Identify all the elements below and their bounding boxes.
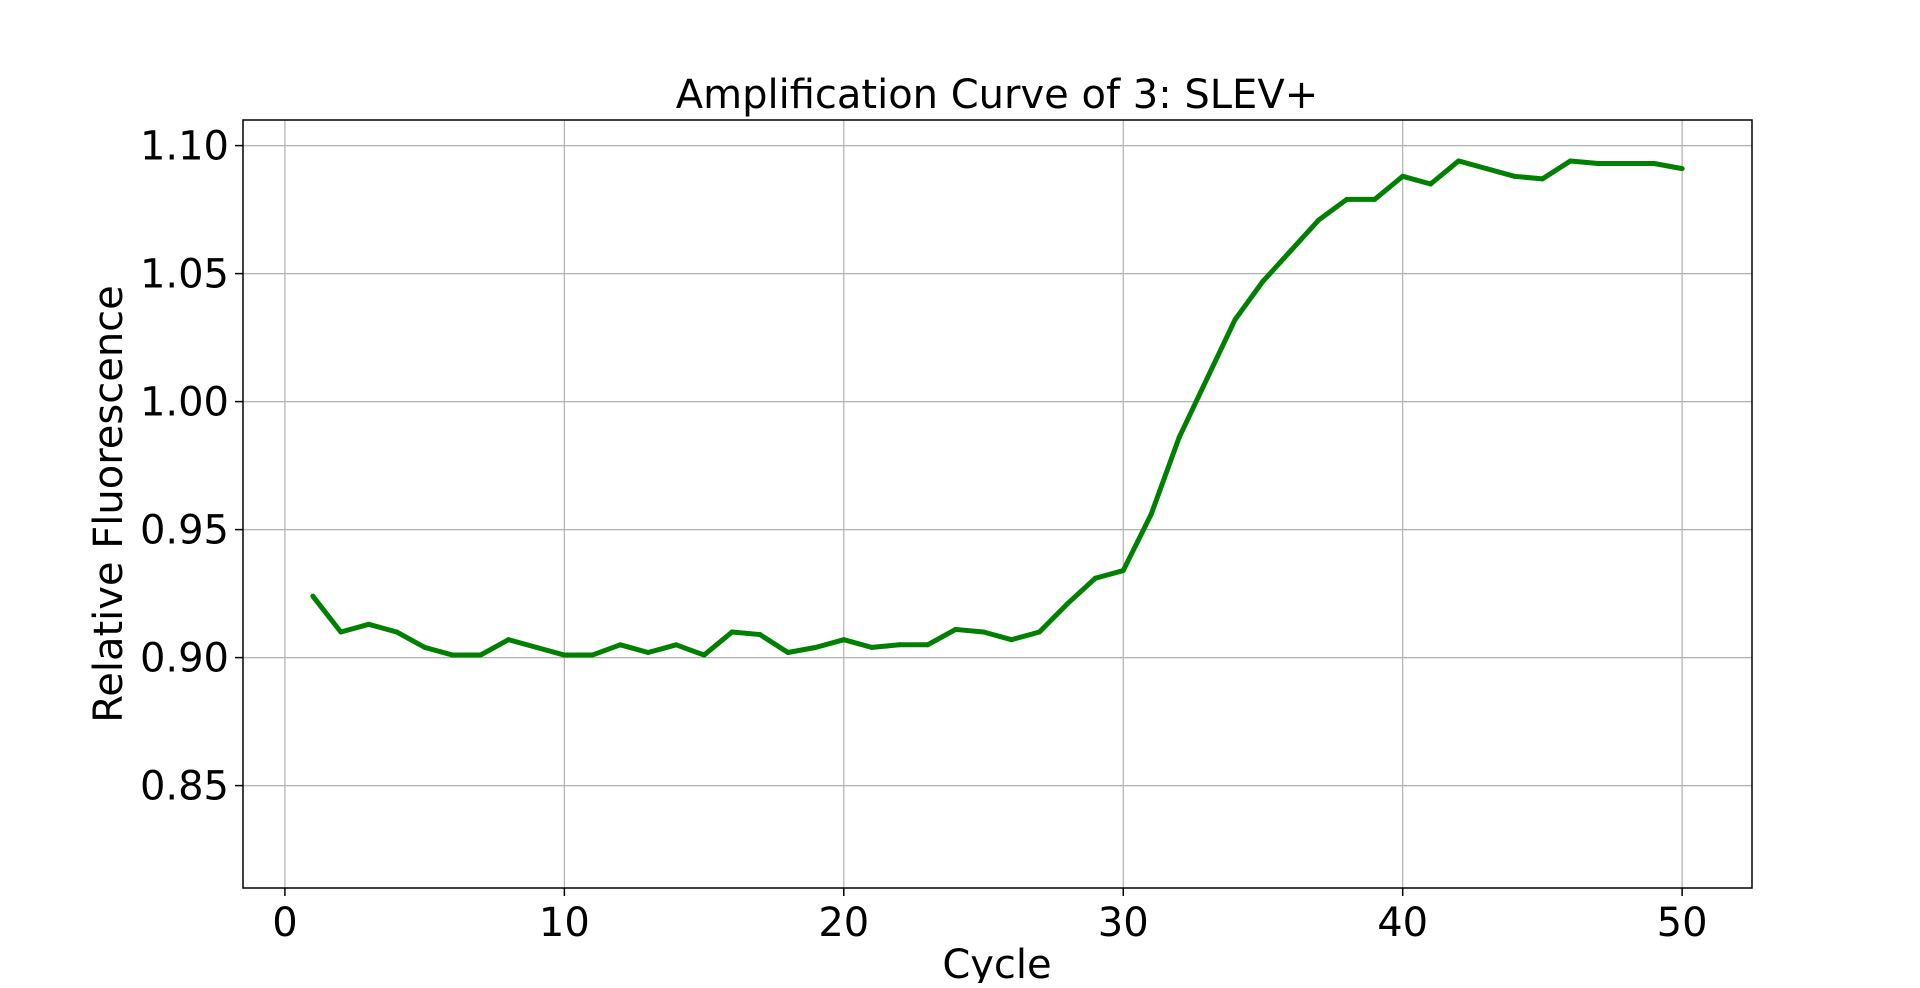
plot-frame <box>242 119 1753 889</box>
data-point <box>1456 158 1462 164</box>
y-axis-title: Relative Fluorescence <box>86 285 132 723</box>
data-point <box>589 652 595 658</box>
data-point <box>1651 161 1657 167</box>
data-point <box>813 644 819 650</box>
data-point <box>450 652 456 658</box>
data-point <box>925 642 931 648</box>
data-point <box>785 649 791 655</box>
data-point <box>1204 376 1210 382</box>
data-point <box>1148 511 1154 517</box>
data-point <box>1092 575 1098 581</box>
data-point <box>897 642 903 648</box>
data-point <box>1120 568 1126 574</box>
y-tick-label: 1.00 <box>140 380 229 426</box>
data-point <box>1232 317 1238 323</box>
data-point <box>1008 637 1014 643</box>
data-point <box>1567 158 1573 164</box>
data-point <box>338 629 344 635</box>
y-tick-label: 0.85 <box>140 764 229 810</box>
data-point <box>1344 196 1350 202</box>
data-point <box>1484 166 1490 172</box>
data-point <box>561 652 567 658</box>
data-point <box>757 632 763 638</box>
data-point <box>645 649 651 655</box>
data-point <box>729 629 735 635</box>
data-point <box>1288 248 1294 254</box>
y-tick-label: 1.10 <box>140 124 229 170</box>
data-point <box>1511 173 1517 179</box>
data-point <box>1428 181 1434 187</box>
data-point <box>1623 161 1629 167</box>
y-tick-label: 1.05 <box>140 252 229 298</box>
ticks: 0 10 20 30 40 50 0.85 0.90 0.95 1.00 1.05 1.10 <box>140 124 1708 946</box>
data-point <box>1260 278 1266 284</box>
data-point <box>394 629 400 635</box>
data-point <box>1400 173 1406 179</box>
data-point <box>310 593 316 599</box>
data-point <box>701 652 707 658</box>
data-point <box>422 644 428 650</box>
x-tick-label: 50 <box>1657 900 1708 946</box>
data-point <box>869 644 875 650</box>
data-point <box>366 621 372 627</box>
y-tick-label: 0.95 <box>140 508 229 554</box>
data-point <box>673 642 679 648</box>
chart-title: Amplification Curve of 3: SLEV+ <box>676 72 1318 118</box>
data-point <box>1372 196 1378 202</box>
data-point <box>1316 217 1322 223</box>
data-point <box>953 626 959 632</box>
grid <box>243 120 1752 888</box>
data-point <box>1036 629 1042 635</box>
data-point <box>617 642 623 648</box>
data-point <box>841 637 847 643</box>
data-point <box>981 629 987 635</box>
x-tick-label: 30 <box>1098 900 1149 946</box>
data-point <box>1595 161 1601 167</box>
data-point <box>1176 434 1182 440</box>
data-point <box>478 652 484 658</box>
x-axis-title: Cycle <box>942 942 1051 983</box>
x-tick-label: 10 <box>539 900 590 946</box>
x-tick-label: 20 <box>818 900 869 946</box>
series-line <box>310 158 1683 658</box>
data-point <box>505 637 511 643</box>
series-layer <box>310 158 1685 658</box>
data-point <box>533 644 539 650</box>
x-tick-label: 40 <box>1377 900 1428 946</box>
x-tick-label: 0 <box>272 900 297 946</box>
data-point <box>1064 601 1070 607</box>
data-point <box>1539 176 1545 182</box>
y-tick-label: 0.90 <box>140 636 229 682</box>
data-point <box>1679 166 1685 172</box>
